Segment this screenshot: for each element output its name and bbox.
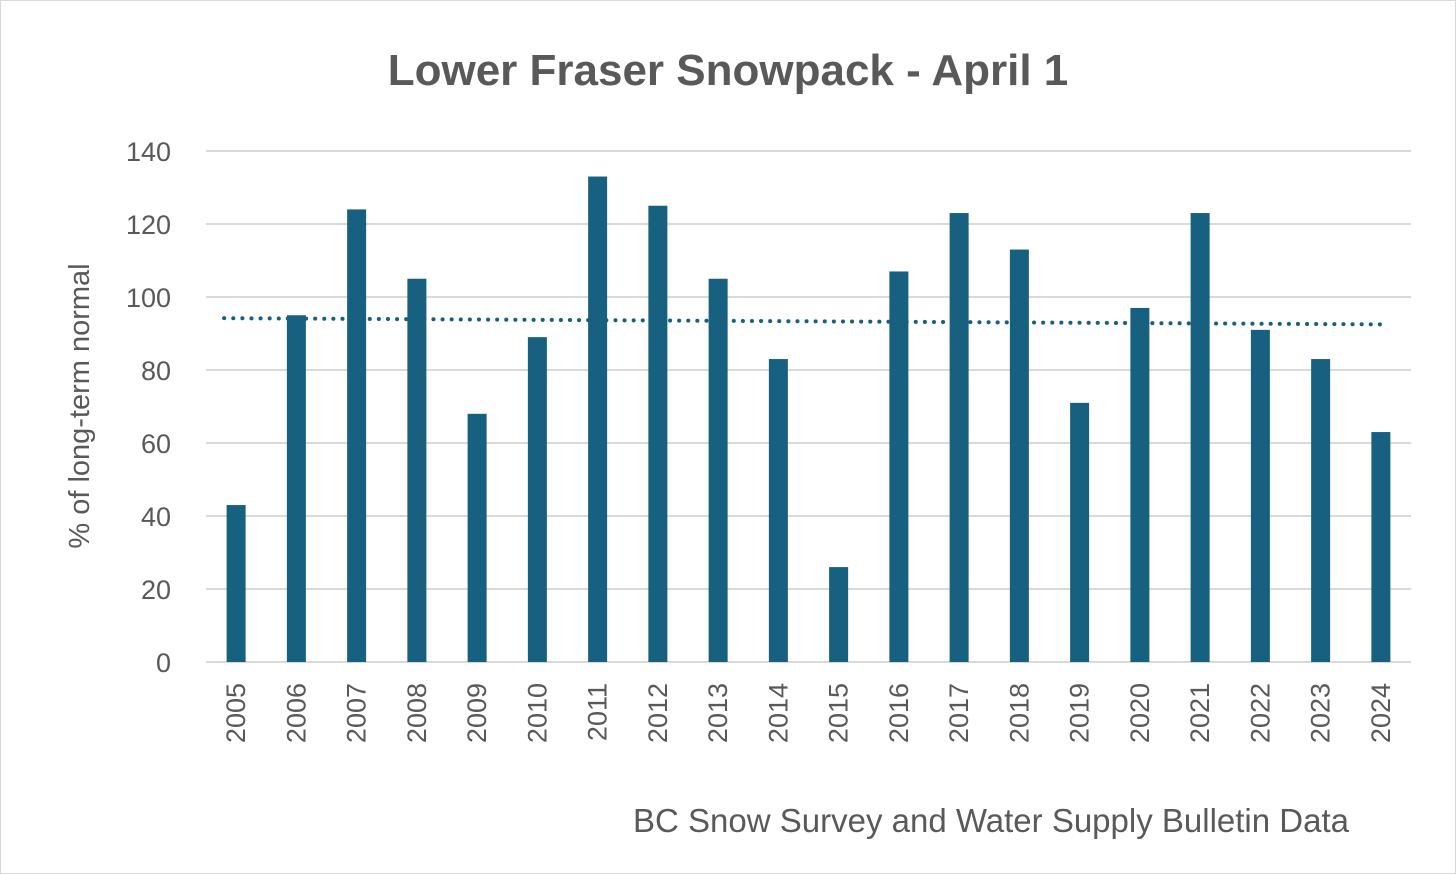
bar-2009 [467, 413, 487, 662]
x-tick-label: 2024 [1366, 683, 1396, 743]
bar-2006 [286, 315, 306, 662]
bar-2008 [407, 278, 427, 662]
x-tick-label: 2023 [1306, 683, 1336, 743]
bar-2012 [648, 205, 668, 662]
y-tick-label: 80 [141, 356, 171, 386]
x-tick-label: 2019 [1065, 683, 1095, 743]
y-tick-label: 40 [141, 502, 171, 532]
bar-2010 [527, 337, 547, 662]
bar-2024 [1371, 432, 1391, 662]
y-tick-label: 100 [126, 283, 171, 313]
bar-2011 [588, 176, 608, 663]
bar-2022 [1250, 329, 1270, 662]
chart-title: Lower Fraser Snowpack - April 1 [388, 46, 1069, 95]
trendline-group [222, 316, 1383, 327]
x-tick-label: 2010 [522, 683, 552, 743]
trendline [222, 316, 1383, 327]
x-tick-label: 2012 [643, 683, 673, 743]
bar-2015 [829, 567, 849, 662]
x-tick-label: 2022 [1245, 683, 1275, 743]
y-axis-ticks: 0 20 40 60 80 100 120 140 [126, 137, 171, 678]
bar-series [226, 176, 1391, 663]
y-tick-label: 20 [141, 575, 171, 605]
bar-2017 [949, 213, 969, 663]
x-tick-label: 2007 [342, 683, 372, 743]
bar-2016 [889, 271, 909, 662]
x-tick-label: 2014 [763, 683, 793, 743]
x-tick-label: 2011 [583, 683, 613, 741]
y-tick-label: 60 [141, 429, 171, 459]
bar-2020 [1130, 307, 1150, 662]
x-axis-ticks: 2005 2006 2007 2008 2009 2010 2011 2012 2013 2014… [221, 683, 1396, 743]
y-tick-label: 140 [126, 137, 171, 167]
x-tick-label: 2013 [703, 683, 733, 743]
bar-2007 [347, 209, 367, 662]
y-axis-label: % of long-term normal [64, 263, 96, 548]
y-tick-label: 120 [126, 210, 171, 240]
bar-2014 [768, 359, 788, 662]
x-tick-label: 2017 [944, 683, 974, 743]
bar-2013 [708, 278, 728, 662]
gridlines [206, 150, 1411, 663]
bar-2023 [1311, 359, 1331, 662]
bar-2018 [1009, 249, 1029, 663]
source-annotation: BC Snow Survey and Water Supply Bulletin… [633, 802, 1350, 839]
x-tick-label: 2008 [402, 683, 432, 743]
x-tick-label: 2021 [1185, 683, 1215, 743]
x-tick-label: 2015 [824, 683, 854, 743]
bar-2019 [1070, 402, 1090, 662]
bar-2005 [226, 505, 246, 662]
x-tick-label: 2009 [462, 683, 492, 743]
x-tick-label: 2006 [281, 683, 311, 743]
x-tick-label: 2020 [1125, 683, 1155, 743]
x-tick-label: 2016 [884, 683, 914, 743]
x-tick-label: 2005 [221, 683, 251, 743]
x-tick-label: 2018 [1004, 683, 1034, 743]
y-tick-label: 0 [156, 648, 171, 678]
bar-2021 [1190, 213, 1210, 663]
